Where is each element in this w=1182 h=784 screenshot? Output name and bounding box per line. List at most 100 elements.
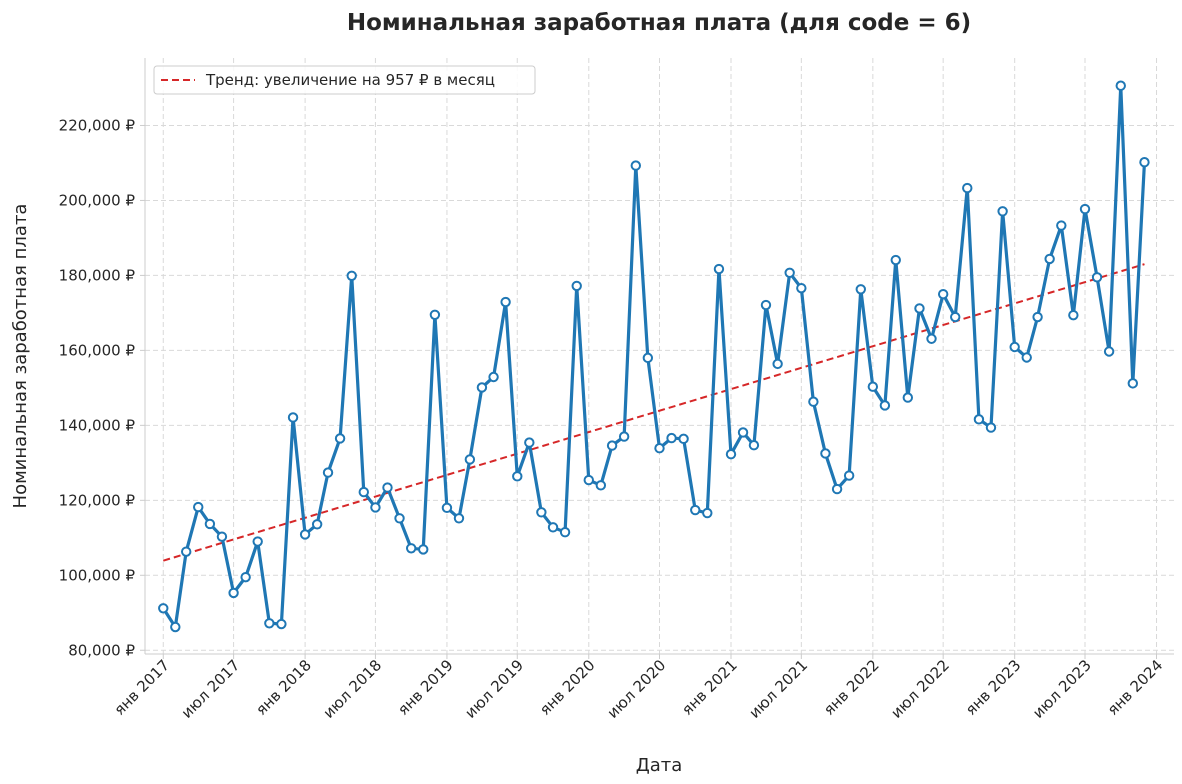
data-point	[559, 526, 571, 538]
x-axis-label: Дата	[636, 755, 683, 776]
data-point	[476, 382, 488, 393]
data-point	[973, 414, 985, 425]
y-tick-label: 140,000 ₽	[59, 416, 136, 434]
data-point	[1139, 157, 1150, 168]
data-point	[737, 427, 749, 438]
x-tick-label: июл 2019	[461, 656, 527, 722]
data-point	[713, 263, 725, 275]
x-tick-label: янв 2023	[962, 656, 1025, 719]
data-point	[843, 470, 855, 481]
data-point	[985, 422, 997, 433]
data-point	[831, 483, 843, 495]
data-point	[630, 160, 641, 171]
data-point	[394, 513, 405, 524]
data-point	[997, 206, 1008, 217]
data-point	[547, 522, 559, 533]
y-tick-label: 80,000 ₽	[68, 641, 135, 659]
data-point	[536, 507, 547, 518]
data-point	[524, 437, 535, 448]
legend: Тренд: увеличение на 957 ₽ в месяц	[153, 65, 536, 95]
data-point	[180, 546, 192, 557]
data-point	[725, 449, 737, 460]
wage-series-line	[161, 84, 1147, 629]
data-point	[820, 448, 831, 459]
data-point	[808, 396, 819, 407]
y-tick-label: 200,000 ₽	[59, 191, 136, 209]
x-tick-label: янв 2017	[110, 656, 173, 719]
data-point	[962, 182, 973, 194]
data-point	[264, 618, 275, 629]
data-point	[204, 518, 216, 530]
legend-trend-label: Тренд: увеличение на 957 ₽ в месяц	[205, 71, 495, 89]
x-tick-label: янв 2024	[1104, 656, 1167, 719]
data-point	[382, 482, 393, 493]
x-tick-label: янв 2021	[678, 656, 741, 719]
y-tick-label: 180,000 ₽	[59, 266, 136, 284]
x-tick-label: янв 2018	[252, 656, 315, 719]
data-point	[1021, 352, 1032, 363]
data-point	[287, 412, 299, 423]
data-point	[358, 486, 369, 498]
data-point	[926, 333, 937, 344]
data-point	[867, 381, 879, 392]
data-point	[937, 288, 949, 300]
x-tick-label: июл 2020	[604, 656, 670, 722]
data-point	[418, 544, 429, 555]
y-tick-label: 100,000 ₽	[59, 566, 136, 584]
x-tick-label: июл 2021	[745, 656, 811, 722]
y-tick-label: 160,000 ₽	[59, 341, 136, 359]
data-point	[370, 502, 381, 513]
data-point	[902, 392, 914, 403]
chart-title: Номинальная заработная плата (для code =…	[347, 10, 971, 36]
data-point	[240, 571, 251, 583]
data-point	[429, 309, 441, 320]
data-point	[405, 543, 417, 554]
data-point	[702, 507, 713, 519]
data-point	[855, 284, 866, 295]
x-tick-label: июл 2017	[178, 656, 244, 722]
y-tick-labels: 80,000 ₽ 100,000 ₽ 120,000 ₽ 140,000 ₽ 160,0…	[59, 116, 145, 659]
data-point	[1103, 346, 1115, 357]
data-point	[464, 454, 476, 465]
data-point	[618, 431, 630, 442]
data-point	[914, 303, 925, 314]
data-point	[1056, 220, 1067, 231]
data-point	[334, 433, 346, 444]
data-point	[571, 280, 582, 292]
x-tick-label: июл 2018	[320, 656, 386, 722]
data-point	[654, 443, 665, 454]
data-point	[583, 474, 594, 486]
x-tick-label: июл 2022	[887, 656, 953, 722]
data-point	[170, 621, 181, 633]
data-point	[1032, 311, 1043, 323]
data-point	[1079, 203, 1091, 215]
data-point	[228, 587, 239, 599]
data-point	[1009, 341, 1020, 353]
data-point	[1068, 309, 1079, 321]
data-point	[299, 529, 311, 540]
data-point	[784, 267, 795, 278]
data-point	[216, 531, 228, 542]
data-point	[950, 311, 961, 323]
data-point	[678, 433, 689, 445]
grid	[145, 58, 1174, 654]
x-tick-label: янв 2019	[394, 656, 457, 719]
data-point	[441, 502, 453, 514]
data-point	[512, 471, 523, 482]
data-point	[322, 467, 334, 478]
x-tick-label: янв 2020	[536, 656, 599, 719]
data-point	[346, 270, 357, 281]
data-point	[311, 519, 323, 530]
data-point	[748, 440, 760, 451]
data-point	[890, 254, 901, 266]
data-point	[1127, 378, 1139, 389]
data-point	[772, 358, 783, 370]
data-point	[1044, 253, 1055, 265]
data-point	[666, 432, 677, 444]
data-point	[796, 282, 807, 294]
legend-box	[153, 65, 536, 95]
data-point	[595, 480, 607, 491]
data-point	[158, 603, 169, 614]
data-point	[1115, 80, 1126, 91]
